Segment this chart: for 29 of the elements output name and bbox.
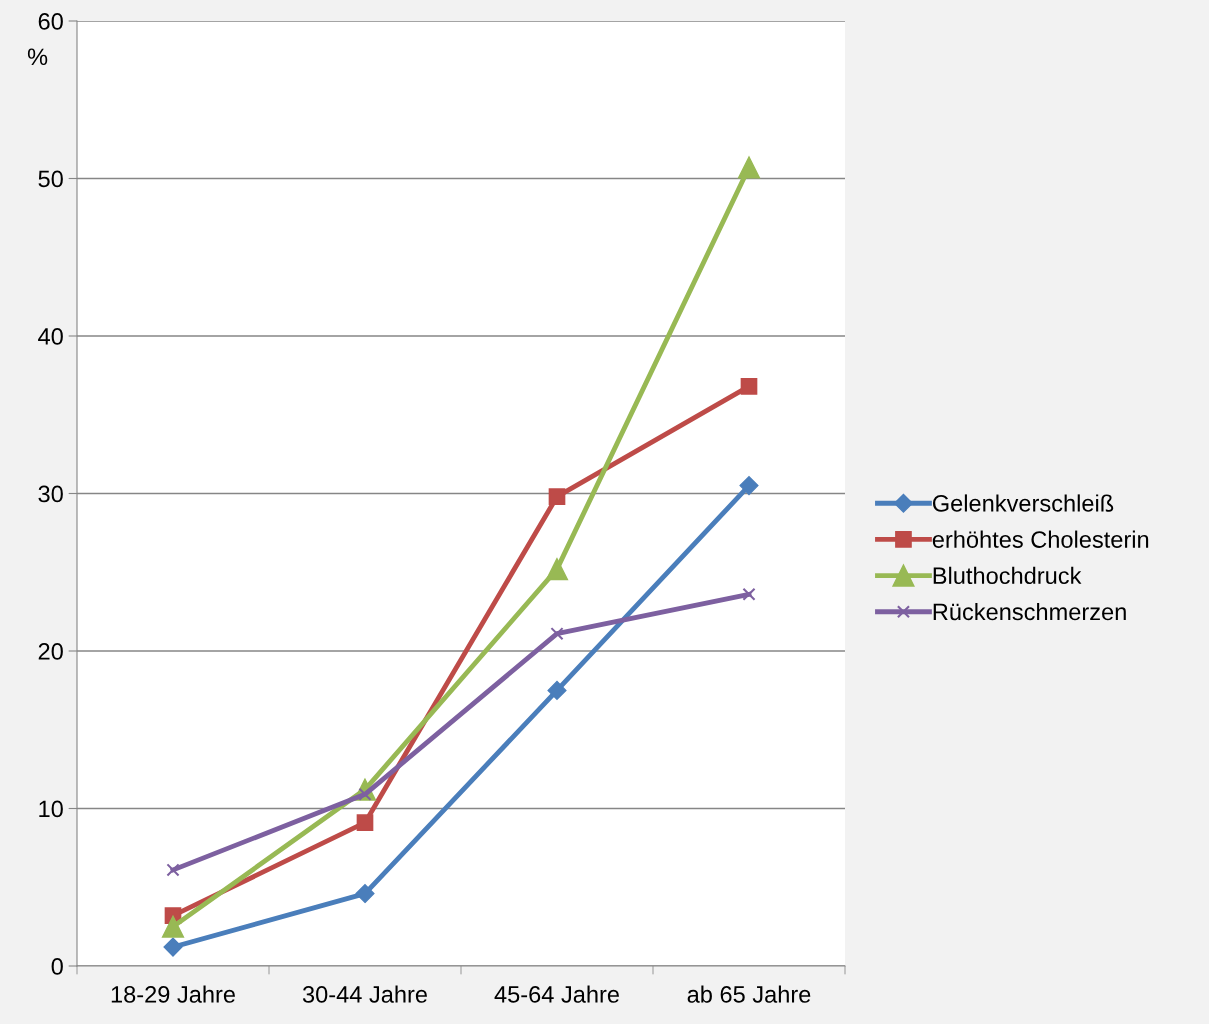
point — [550, 627, 564, 641]
point — [163, 937, 183, 957]
y-tick-label: 50 — [38, 170, 63, 188]
y-axis-title: % — [27, 48, 48, 66]
x-tick-label: 45-64 Jahre — [494, 985, 619, 1003]
legend-label: erhöhtes Cholesterin — [932, 530, 1149, 548]
point — [356, 814, 374, 832]
legend-label: Rückenschmerzen — [933, 602, 1126, 621]
point — [739, 476, 759, 496]
point — [548, 488, 566, 505]
point — [545, 557, 569, 581]
x-tick-label: 18-29 Jahre — [111, 985, 235, 1003]
x-tick-label: 30-44 Jahre — [302, 985, 427, 1003]
x-tick-label: ab 65 Jahre — [687, 985, 811, 1003]
y-tick-label: 60 — [38, 13, 63, 30]
y-tick-label: 0 — [51, 958, 63, 975]
point — [355, 884, 375, 904]
legend-label: Bluthochdruck — [933, 566, 1082, 585]
y-tick-label: 30 — [38, 485, 63, 503]
y-tick-label: 20 — [38, 643, 63, 660]
y-tick-label: 40 — [38, 328, 63, 345]
y-tick-label: 10 — [39, 800, 63, 818]
point — [547, 680, 567, 700]
point — [161, 915, 185, 938]
point — [742, 587, 756, 601]
legend-label: Gelenkverschleiß — [932, 494, 1114, 512]
point — [740, 378, 758, 395]
point — [166, 863, 180, 877]
point — [737, 156, 761, 179]
